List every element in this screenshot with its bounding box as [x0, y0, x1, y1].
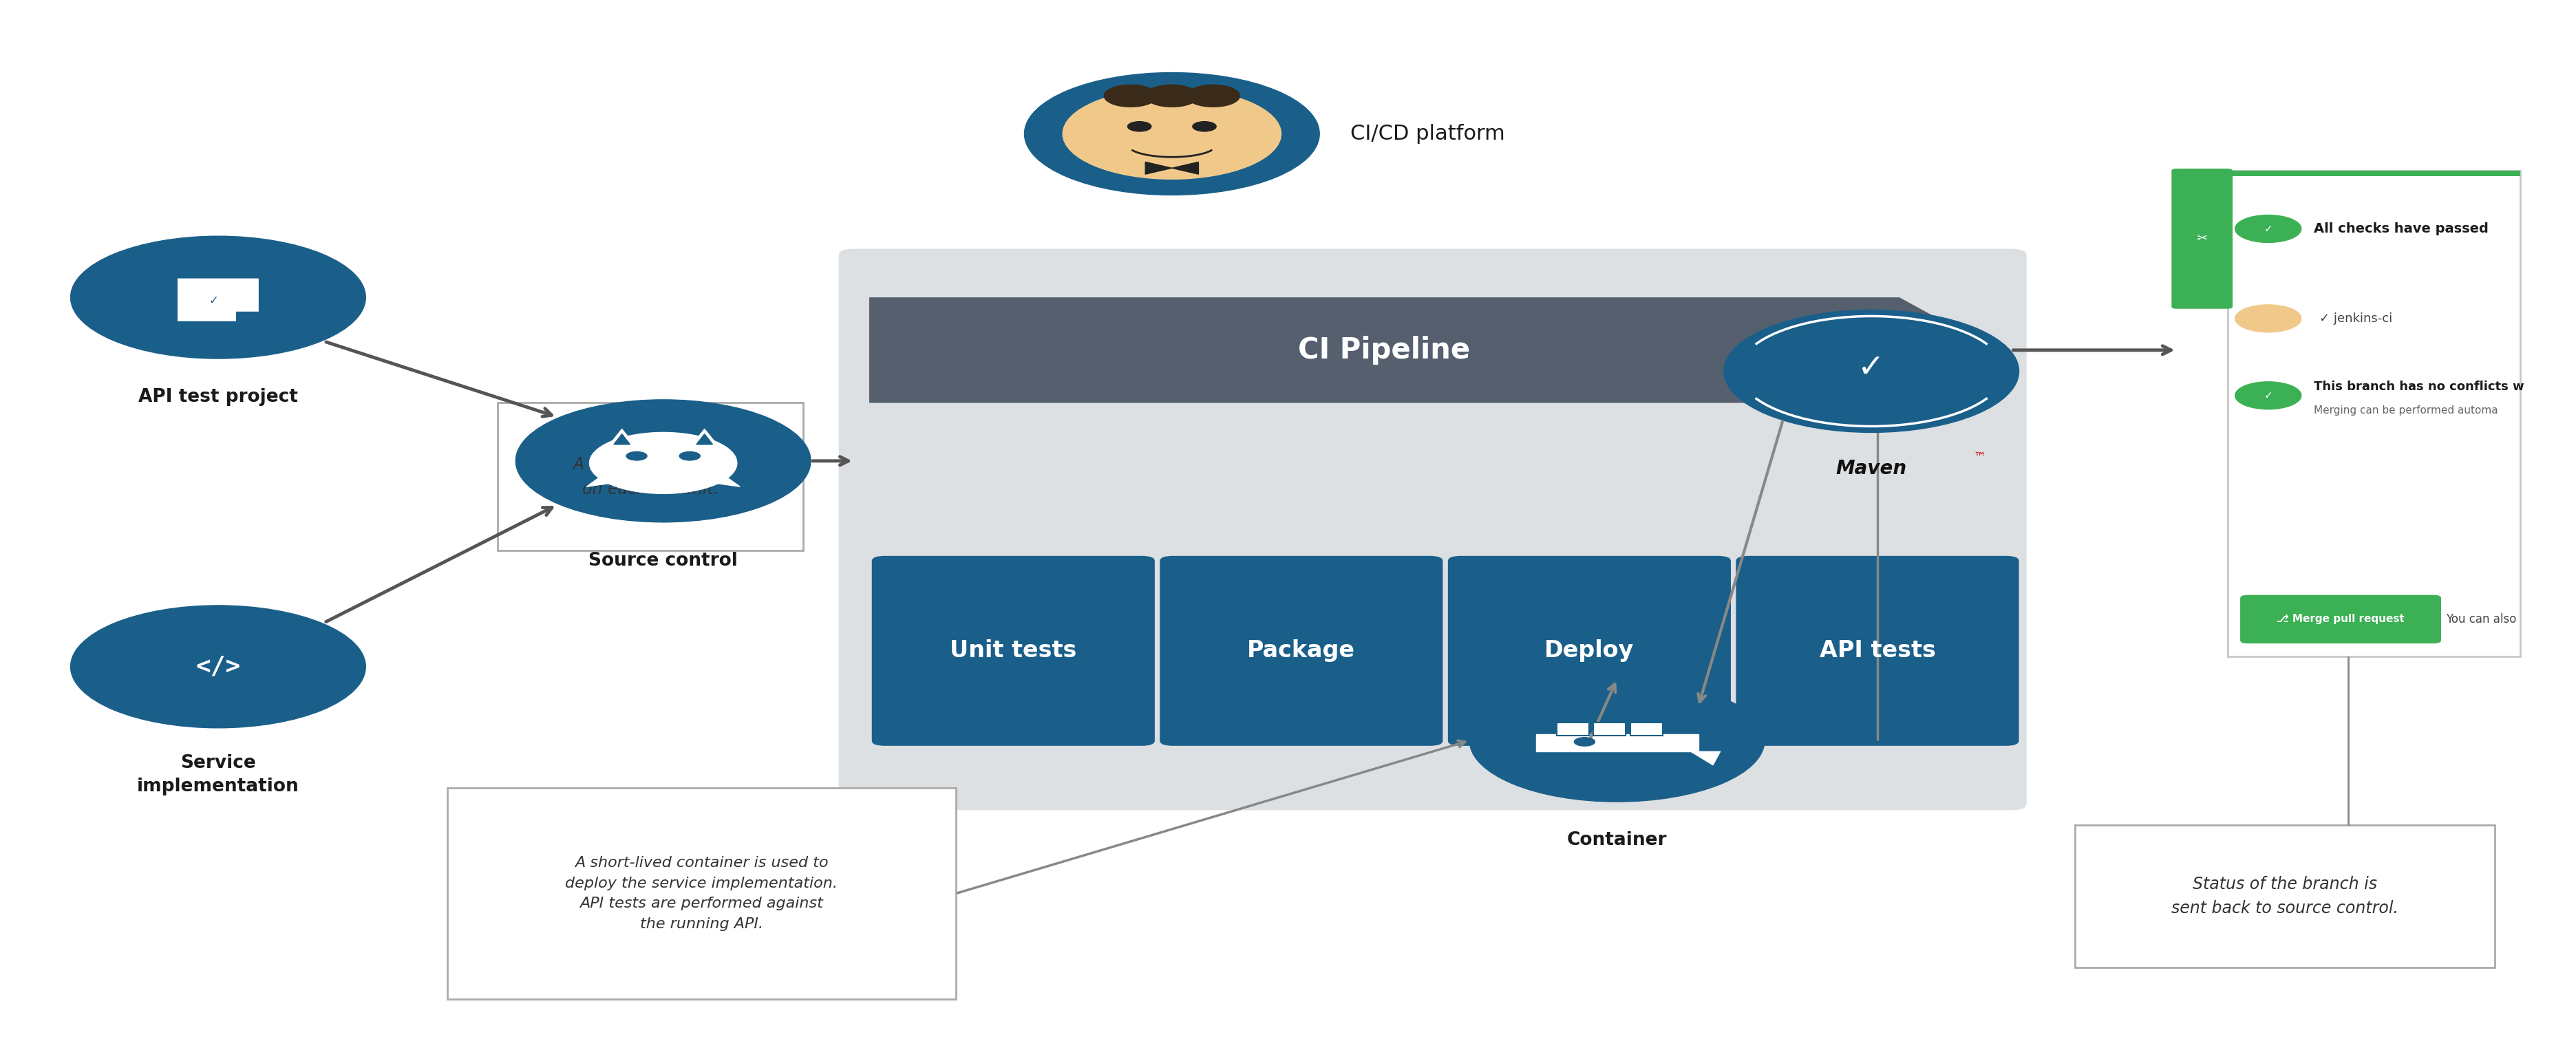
FancyBboxPatch shape — [2241, 595, 2442, 644]
Polygon shape — [868, 298, 1996, 402]
Polygon shape — [1146, 162, 1172, 174]
FancyBboxPatch shape — [1595, 722, 1625, 736]
Text: </>: </> — [196, 654, 240, 679]
Circle shape — [1025, 73, 1319, 195]
Polygon shape — [1172, 162, 1198, 174]
Polygon shape — [608, 429, 636, 446]
Text: CI Pipeline: CI Pipeline — [1298, 336, 1471, 364]
Text: API tests: API tests — [1819, 640, 1935, 662]
Polygon shape — [696, 434, 714, 445]
Polygon shape — [1535, 734, 1698, 752]
FancyBboxPatch shape — [2228, 170, 2519, 657]
Text: Service
implementation: Service implementation — [137, 754, 299, 795]
Polygon shape — [237, 312, 258, 321]
Circle shape — [70, 606, 366, 728]
Circle shape — [1105, 85, 1157, 107]
Text: All checks have passed: All checks have passed — [2313, 222, 2488, 235]
Polygon shape — [178, 279, 258, 321]
Circle shape — [2236, 215, 2300, 243]
FancyBboxPatch shape — [1736, 556, 2020, 746]
Circle shape — [1574, 737, 1595, 746]
Text: Unit tests: Unit tests — [951, 640, 1077, 662]
Polygon shape — [690, 429, 719, 446]
FancyBboxPatch shape — [1631, 722, 1662, 736]
Text: This branch has no conflicts w: This branch has no conflicts w — [2313, 381, 2524, 393]
FancyBboxPatch shape — [2172, 168, 2233, 309]
Text: Status of the branch is
sent back to source control.: Status of the branch is sent back to sou… — [2172, 876, 2398, 917]
Text: API test project: API test project — [139, 388, 299, 406]
Circle shape — [1146, 85, 1198, 107]
Circle shape — [1128, 122, 1151, 131]
Text: A build is triggered
on each commit.: A build is triggered on each commit. — [572, 456, 729, 497]
Polygon shape — [587, 472, 631, 487]
Text: Maven: Maven — [1837, 459, 1906, 478]
Circle shape — [2236, 305, 2300, 333]
Text: Deploy: Deploy — [1546, 640, 1633, 662]
Circle shape — [1468, 679, 1765, 802]
Circle shape — [680, 452, 701, 461]
Circle shape — [1064, 89, 1280, 179]
Circle shape — [1723, 310, 2020, 432]
Text: ✓ jenkins-ci: ✓ jenkins-ci — [2318, 312, 2393, 325]
Text: You can also: You can also — [2447, 613, 2517, 626]
Circle shape — [515, 399, 811, 522]
Text: Package: Package — [1247, 640, 1355, 662]
Text: ✓: ✓ — [2264, 391, 2272, 400]
Text: ✂: ✂ — [2197, 232, 2208, 246]
FancyBboxPatch shape — [2074, 825, 2494, 968]
FancyBboxPatch shape — [840, 249, 2027, 810]
Circle shape — [1193, 122, 1216, 131]
Polygon shape — [696, 472, 739, 487]
Polygon shape — [613, 434, 631, 445]
Text: ✓: ✓ — [209, 294, 219, 307]
Polygon shape — [1690, 752, 1721, 765]
FancyBboxPatch shape — [2228, 170, 2519, 176]
FancyBboxPatch shape — [1556, 722, 1589, 736]
Text: CI/CD platform: CI/CD platform — [1350, 124, 1504, 144]
FancyBboxPatch shape — [871, 556, 1154, 746]
Circle shape — [2236, 382, 2300, 409]
Circle shape — [70, 236, 366, 359]
Text: Merging can be performed automa: Merging can be performed automa — [2313, 406, 2499, 415]
Circle shape — [1188, 85, 1239, 107]
FancyBboxPatch shape — [448, 788, 956, 999]
Text: ™: ™ — [1973, 451, 1986, 464]
FancyBboxPatch shape — [1159, 556, 1443, 746]
Text: Source control: Source control — [587, 552, 737, 570]
Text: Container: Container — [1566, 831, 1667, 849]
FancyBboxPatch shape — [1448, 556, 1731, 746]
Text: ⎇ Merge pull request: ⎇ Merge pull request — [2277, 614, 2403, 625]
Text: ✓: ✓ — [2264, 223, 2272, 234]
Text: A short-lived container is used to
deploy the service implementation.
API tests : A short-lived container is used to deplo… — [564, 856, 837, 931]
Circle shape — [590, 432, 737, 493]
FancyBboxPatch shape — [497, 402, 804, 551]
Text: ✓: ✓ — [1857, 354, 1886, 384]
Circle shape — [626, 452, 647, 461]
